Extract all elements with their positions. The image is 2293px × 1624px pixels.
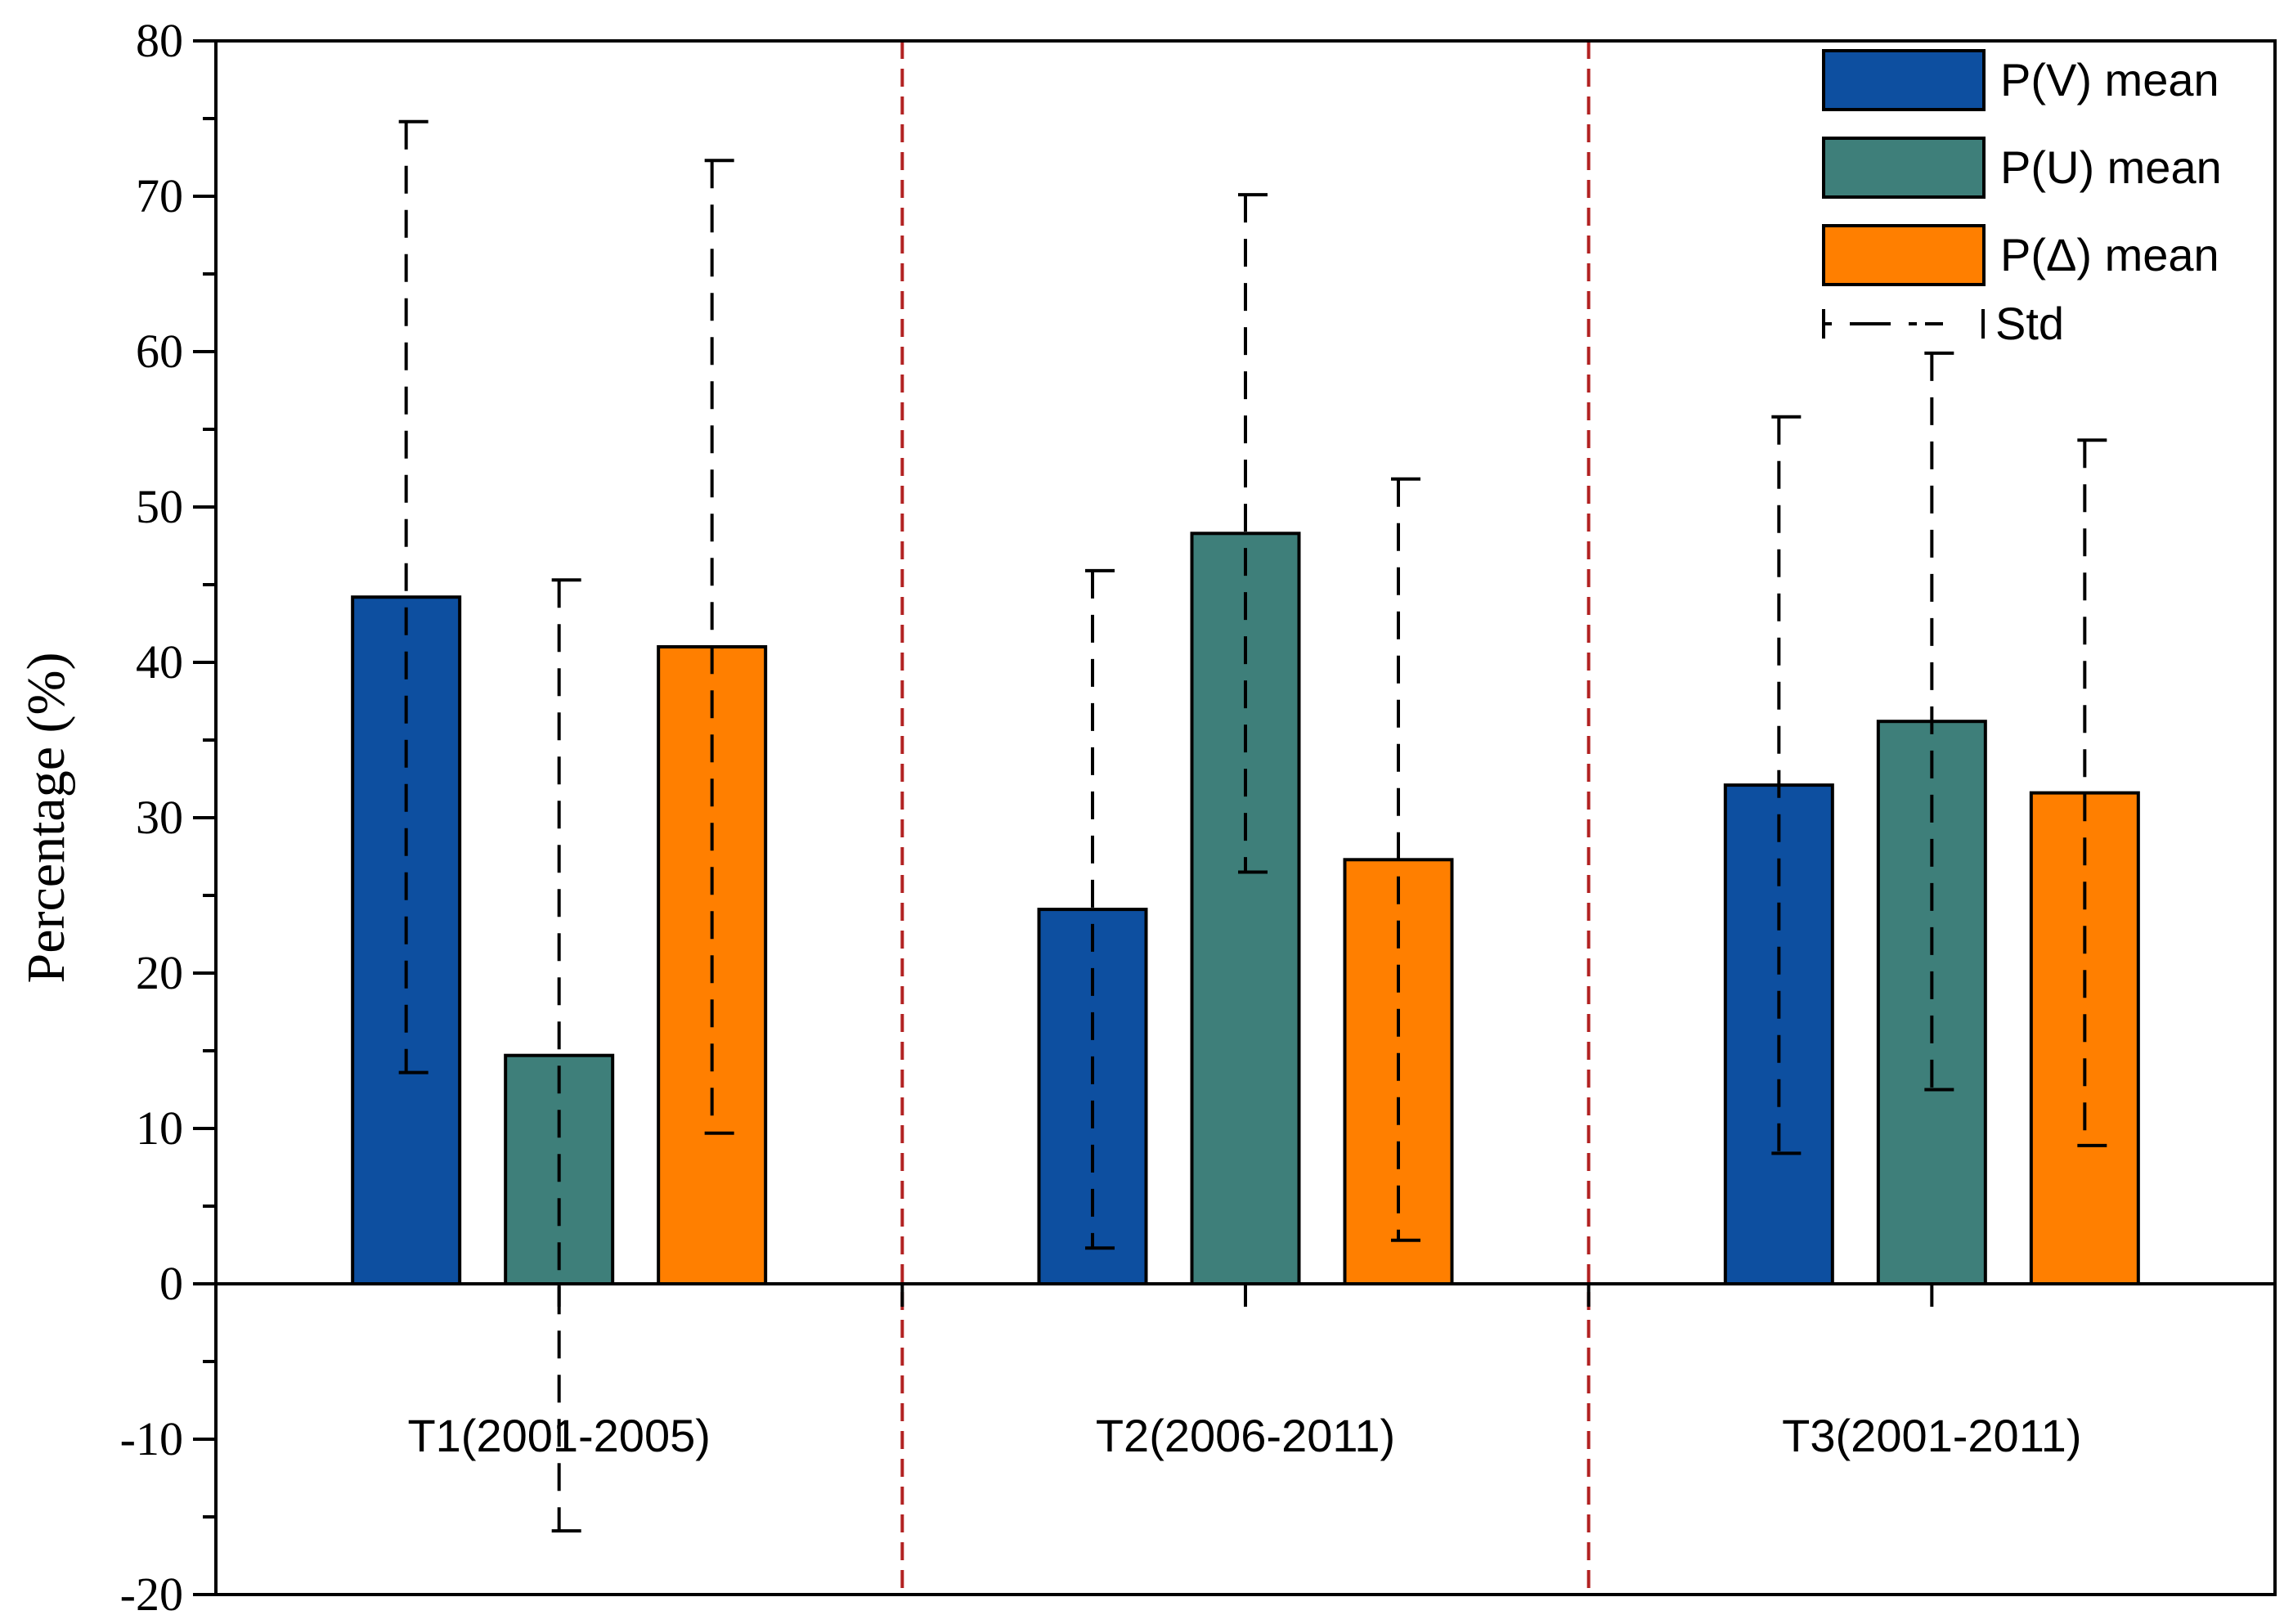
legend: P(V) mean P(U) mean P(Δ) mean Std <box>1822 49 2222 349</box>
y-tick-label: 50 <box>136 480 183 533</box>
legend-label-std: Std <box>1995 298 2064 349</box>
y-tick-label: -20 <box>120 1568 183 1621</box>
category-label: T2(2006-2011) <box>1096 1410 1395 1461</box>
y-tick-label: 70 <box>136 169 183 222</box>
y-tick-label: 20 <box>136 946 183 999</box>
legend-label: P(V) mean <box>2000 54 2219 105</box>
category-label: T1(2001-2005) <box>407 1410 710 1461</box>
legend-label: P(U) mean <box>2000 141 2222 193</box>
y-axis-title: Percentage (%) <box>16 653 76 984</box>
y-tick-label: 60 <box>136 325 183 378</box>
bar <box>1037 908 1148 1285</box>
y-tick-label: 0 <box>159 1257 183 1310</box>
y-tick-label: 40 <box>136 635 183 689</box>
legend-label: P(Δ) mean <box>2000 229 2219 280</box>
y-tick-label: -10 <box>120 1412 183 1465</box>
axes: -20 -10 0 10 20 30 40 50 60 70 80 <box>120 14 2277 1621</box>
legend-swatch <box>1822 137 1986 199</box>
legend-swatch <box>1822 49 1986 111</box>
error-bars <box>398 119 2107 1533</box>
category-label: T3(2001-2011) <box>1782 1410 2081 1461</box>
y-tick-label: 80 <box>136 14 183 67</box>
legend-swatch <box>1822 224 1986 286</box>
period-separators <box>900 41 1591 1595</box>
y-tick-label: 30 <box>136 791 183 844</box>
category-labels: T1(2001-2005) T2(2006-2011) T3(2001-2011) <box>407 1410 2081 1461</box>
y-tick-label: 10 <box>136 1101 183 1155</box>
